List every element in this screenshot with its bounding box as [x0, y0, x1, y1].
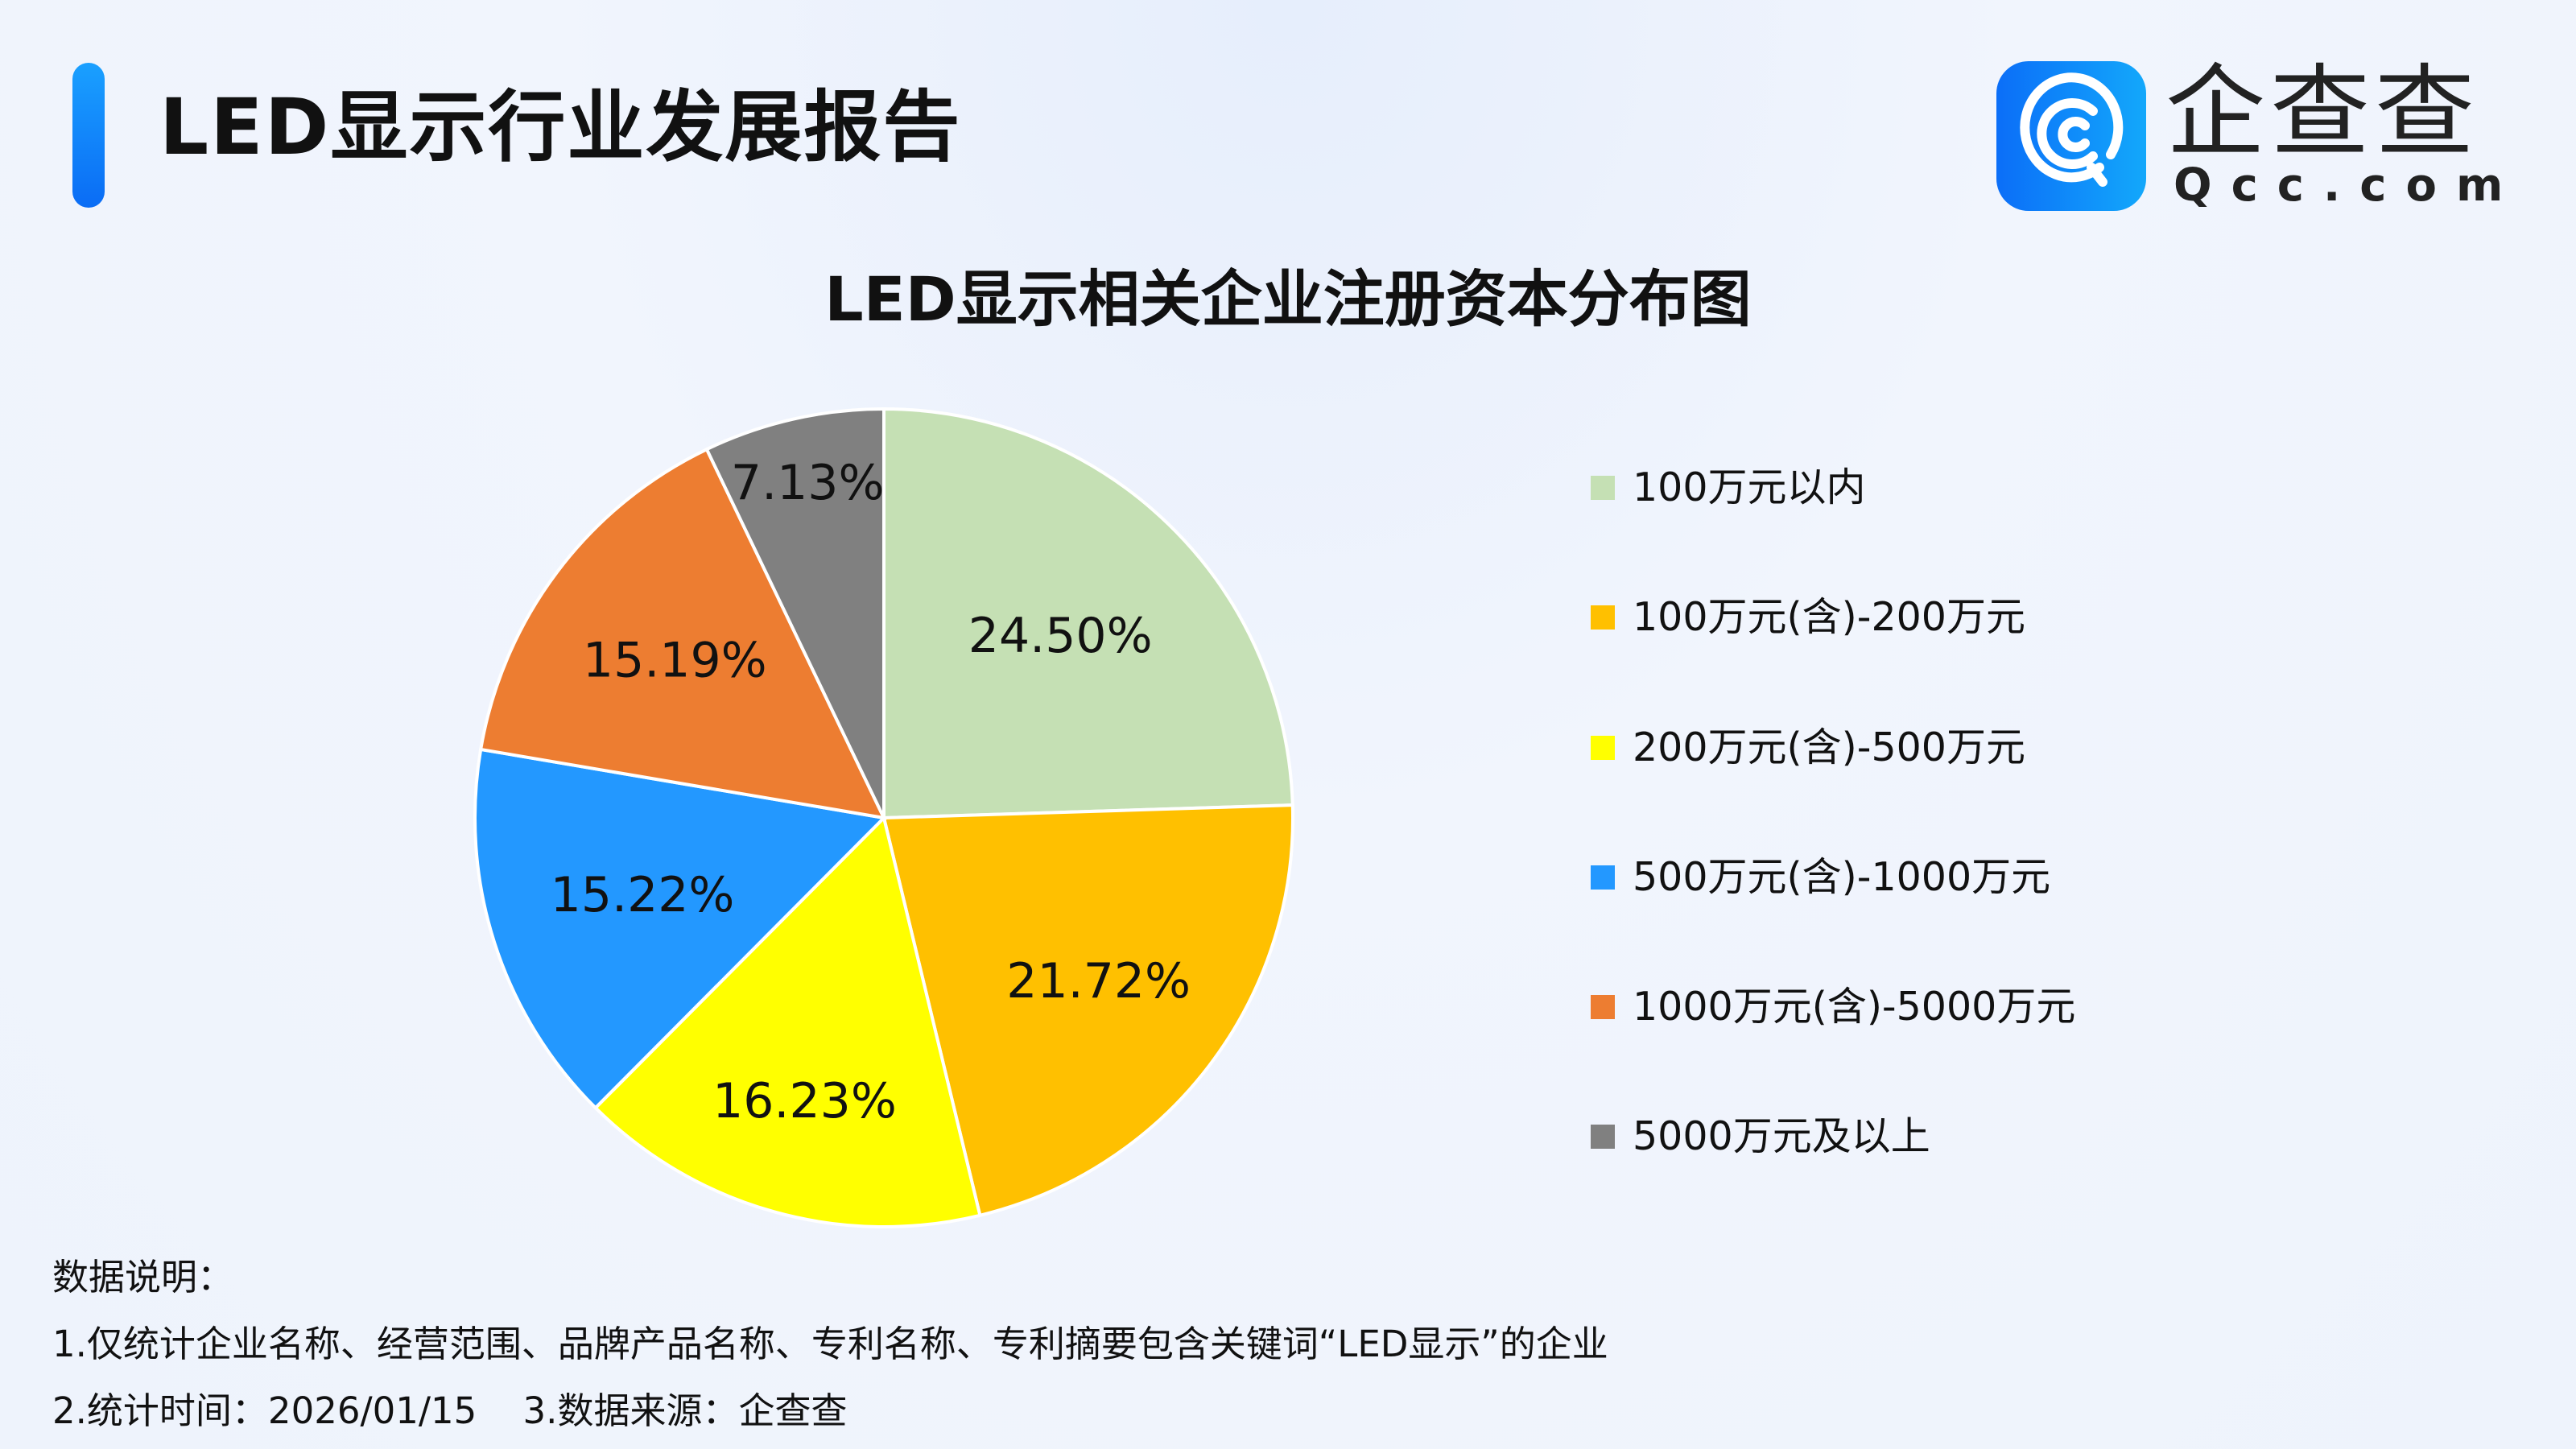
pie-slice [882, 407, 1294, 820]
chart-title: LED显示相关企业注册资本分布图 [824, 263, 1752, 335]
legend-label: 100万元以内 [1633, 464, 1866, 510]
legend-swatch [1591, 605, 1615, 630]
brand-name: 企查查 [2165, 55, 2480, 171]
legend-item: 100万元(含)-200万元 [1591, 593, 2025, 642]
data-label: 15.22% [551, 867, 735, 923]
data-label: 24.50% [968, 608, 1153, 664]
legend-swatch [1591, 995, 1615, 1019]
notes-line-1: 1.仅统计企业名称、经营范围、品牌产品名称、专利名称、专利摘要包含关键词“LED… [52, 1323, 1608, 1365]
data-notes: 数据说明： 1.仅统计企业名称、经营范围、品牌产品名称、专利名称、专利摘要包含关… [52, 1244, 1608, 1444]
legend-swatch [1591, 1125, 1615, 1149]
legend-item: 500万元(含)-1000万元 [1591, 853, 2050, 902]
brand-domain: Qcc.com [2174, 159, 2523, 212]
legend-swatch [1591, 476, 1615, 500]
pie-slice [473, 747, 888, 1111]
legend-swatch [1591, 865, 1615, 890]
data-label: 21.72% [1006, 953, 1191, 1009]
notes-line-2: 2.统计时间：2026/01/15 3.数据来源：企查查 [52, 1389, 848, 1432]
pie-slice [704, 407, 886, 819]
legend-label: 500万元(含)-1000万元 [1633, 854, 2051, 900]
legend-label: 5000万元及以上 [1633, 1113, 1930, 1159]
legend-label: 100万元(含)-200万元 [1633, 594, 2025, 640]
legend-label: 1000万元(含)-5000万元 [1633, 984, 2076, 1030]
notes-heading: 数据说明： [52, 1256, 234, 1298]
legend-label: 200万元(含)-500万元 [1633, 724, 2025, 770]
title-accent-bar [72, 63, 105, 208]
legend-item: 100万元以内 [1591, 464, 1866, 512]
legend-item: 200万元(含)-500万元 [1591, 724, 2025, 772]
pie-slice [881, 803, 1294, 1218]
pie-slice [478, 447, 887, 820]
legend-item: 1000万元(含)-5000万元 [1591, 983, 2075, 1031]
pie-slice [592, 815, 982, 1228]
page-title: LED显示行业发展报告 [159, 82, 962, 172]
data-label: 15.19% [583, 632, 767, 688]
data-label: 7.13% [731, 455, 885, 511]
legend-item: 5000万元及以上 [1591, 1113, 1930, 1161]
data-label: 16.23% [712, 1073, 897, 1129]
legend-swatch [1591, 736, 1615, 760]
qcc-logo-icon [1996, 61, 2146, 211]
